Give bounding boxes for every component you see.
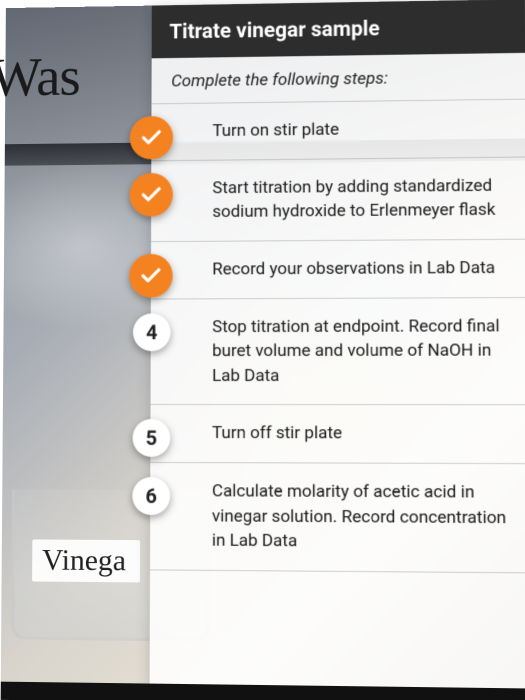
panel-title: Titrate vinegar sample [152, 0, 525, 58]
step-4[interactable]: 4 Stop titration at endpoint. Record fin… [151, 298, 525, 406]
step-text: Start titration by adding standardized s… [212, 173, 508, 225]
check-icon [129, 254, 173, 298]
step-1[interactable]: Turn on stir plate [151, 100, 525, 161]
instruction-panel: Titrate vinegar sample Complete the foll… [150, 0, 525, 700]
step-3[interactable]: Record your observations in Lab Data [151, 240, 525, 300]
step-6[interactable]: 6 Calculate molarity of acetic acid in v… [150, 463, 525, 573]
step-number-badge: 5 [133, 419, 171, 457]
step-text: Record your observations in Lab Data [212, 256, 495, 282]
lab-screen: /Was Vinega Titrate vinegar sample Compl… [1, 0, 525, 700]
step-text: Calculate molarity of acetic acid in vin… [212, 479, 511, 556]
step-text: Stop titration at endpoint. Record final… [212, 314, 509, 389]
step-text: Turn on stir plate [212, 118, 339, 144]
step-number-badge: 6 [132, 477, 170, 515]
step-2[interactable]: Start titration by adding standardized s… [151, 157, 525, 242]
beaker-label: Vinega [32, 539, 140, 582]
panel-subtitle: Complete the following steps: [152, 53, 525, 104]
step-number-badge: 4 [133, 313, 171, 351]
check-icon [129, 173, 172, 217]
step-5[interactable]: 5 Turn off stir plate [150, 405, 525, 464]
check-icon [130, 116, 173, 160]
step-text: Turn off stir plate [212, 422, 342, 447]
background-label-text: /Was [0, 46, 80, 110]
